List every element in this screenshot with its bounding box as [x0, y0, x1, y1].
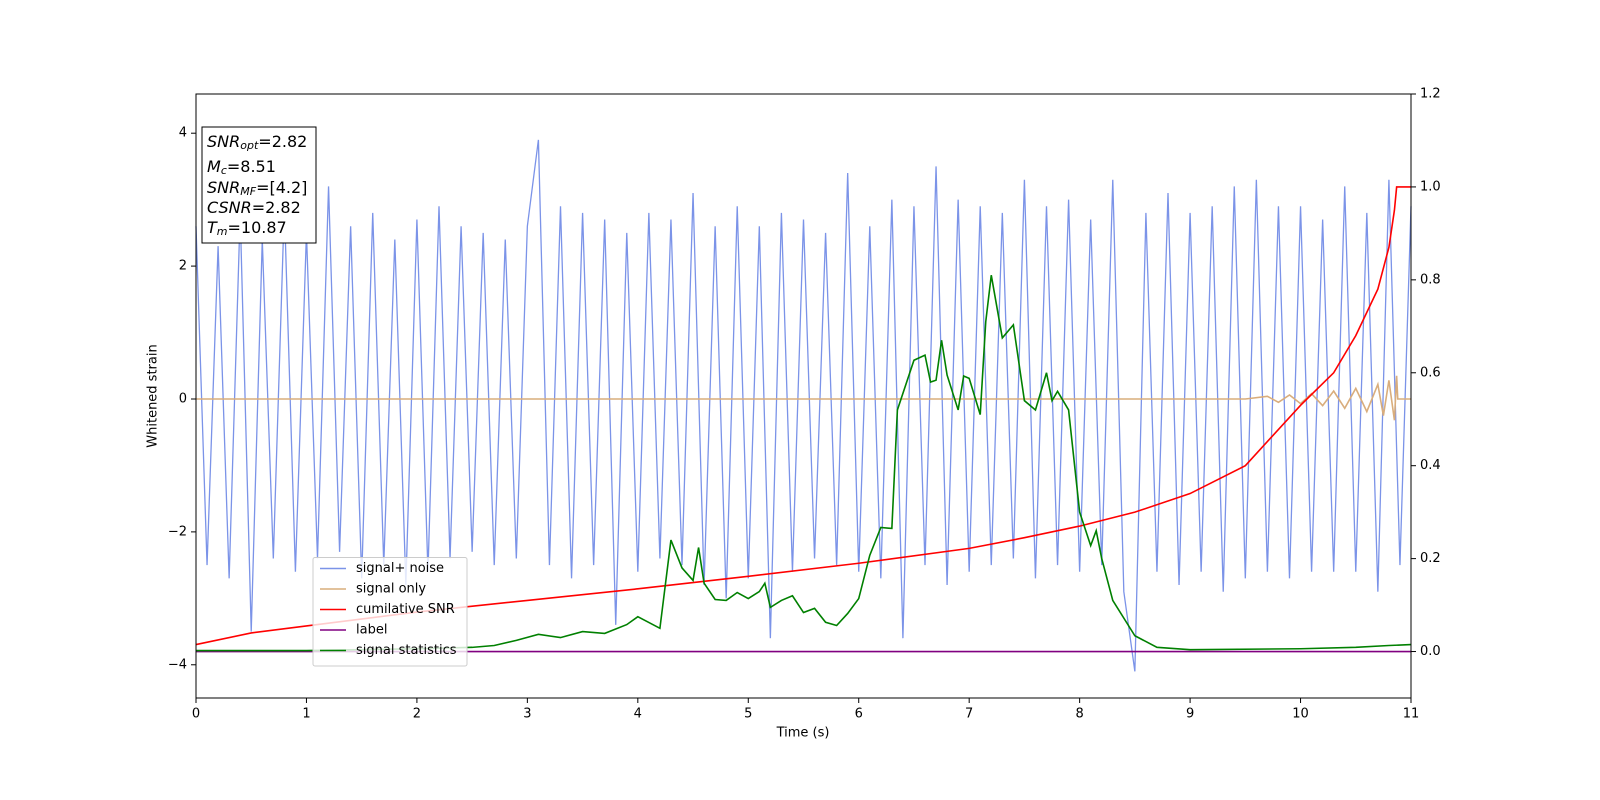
annotation-text: =[4.2] [256, 178, 307, 197]
annotation-line: SNRMF=[4.2] [207, 178, 307, 199]
annotation-symbol: CSNR [207, 198, 252, 217]
x-axis-label: Time (s) [776, 726, 830, 741]
y-tick-label: −2 [168, 524, 187, 539]
annotation-text: =2.82 [258, 132, 307, 151]
x-tick-label: 0 [192, 707, 200, 722]
y-tick-label: −4 [168, 657, 187, 672]
annotation-line: CSNR=2.82 [207, 198, 301, 217]
legend-label: signal statistics [356, 643, 457, 658]
series-line [195, 186, 1411, 646]
annotation-text: =2.82 [252, 198, 301, 217]
x-tick-label: 7 [965, 707, 973, 722]
annotation-line: Tm=10.87 [207, 218, 287, 239]
annotation-symbol: SNR [207, 132, 240, 151]
y-tick-label: 0 [179, 391, 187, 406]
annotation-subscript: c [221, 164, 227, 177]
axes-frame [195, 93, 1412, 699]
x-tick-label: 3 [523, 707, 531, 722]
legend-label: signal only [356, 582, 426, 597]
x-tick-label: 2 [413, 707, 421, 722]
annotation-box: SNRopt=2.82Mc=8.51SNRMF=[4.2]CSNR=2.82Tm… [201, 126, 317, 244]
y2-tick-label: 0.8 [1420, 272, 1441, 287]
y2-tick-label: 1.2 [1420, 87, 1441, 102]
annotation-text: =8.51 [227, 157, 276, 176]
x-tick-label: 6 [855, 707, 863, 722]
legend-label: cumilative SNR [356, 602, 455, 617]
annotation-symbol: T [207, 218, 218, 237]
series-line [195, 139, 1412, 672]
legend: signal+ noise signal only cumilative SNR la… [312, 557, 468, 667]
x-tick-label: 8 [1075, 707, 1083, 722]
y-tick-label: 2 [179, 259, 187, 274]
x-tick-label: 11 [1403, 707, 1420, 722]
x-tick-label: 4 [634, 707, 642, 722]
annotation-symbol: M [207, 157, 221, 176]
legend-label: signal+ noise [356, 561, 444, 576]
series-line [196, 375, 1411, 421]
annotation-symbol: SNR [207, 178, 240, 197]
annotation-frame [201, 126, 317, 244]
y2-tick-label: 0.2 [1420, 551, 1441, 566]
annotation-subscript: m [217, 225, 228, 238]
legend-label: label [356, 623, 387, 638]
annotation-line: SNRopt=2.82 [207, 132, 307, 153]
x-tick-label: 10 [1292, 707, 1309, 722]
y2-tick-label: 1.0 [1420, 179, 1441, 194]
annotation-text: =10.87 [228, 218, 287, 237]
annotation-subscript: opt [240, 139, 259, 152]
y2-tick-label: 0.4 [1420, 458, 1441, 473]
series-line [196, 275, 1412, 652]
legend-frame [312, 557, 468, 667]
y2-tick-label: 0.0 [1420, 644, 1441, 659]
x-tick-label: 1 [302, 707, 310, 722]
y2-tick-label: 0.6 [1420, 365, 1441, 380]
y-axis-label: Whitened strain [146, 344, 161, 447]
x-tick-label: 9 [1186, 707, 1194, 722]
annotation-subscript: MF [240, 185, 256, 198]
annotation-line: Mc=8.51 [207, 157, 276, 178]
y-tick-label: 4 [179, 126, 187, 141]
x-tick-label: 5 [744, 707, 752, 722]
